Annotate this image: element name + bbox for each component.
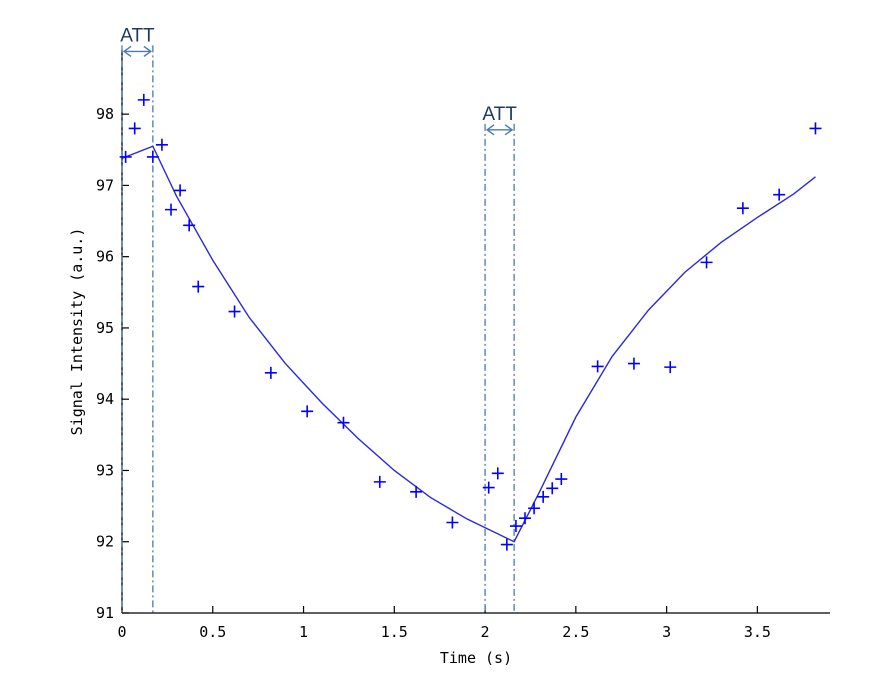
y-tick-label: 92 xyxy=(96,533,114,551)
y-tick-label: 94 xyxy=(96,390,114,408)
data-point xyxy=(736,202,749,215)
ticks: 0 0.5 1 1.5 2 2.5 3 3.5 91 92 93 94 95 96 97 98 xyxy=(96,105,771,641)
data-point xyxy=(627,357,640,370)
x-tick-label: 3 xyxy=(662,623,671,641)
data-point xyxy=(146,150,159,163)
data-point xyxy=(155,138,168,151)
data-point xyxy=(537,490,550,503)
x-tick-label: 2 xyxy=(481,623,490,641)
data-point xyxy=(165,203,178,216)
data-point xyxy=(337,416,350,429)
data-point xyxy=(491,467,504,480)
y-tick-label: 93 xyxy=(96,461,114,479)
x-tick-label: 0.5 xyxy=(199,623,226,641)
data-point xyxy=(773,188,786,201)
x-tick-label: 3.5 xyxy=(744,623,771,641)
data-point xyxy=(482,481,495,494)
x-tick-label: 2.5 xyxy=(562,623,589,641)
att-label: ATT xyxy=(120,25,155,46)
data-point xyxy=(519,512,532,525)
data-point xyxy=(500,538,513,551)
att-arrow-head-right xyxy=(143,45,153,57)
y-tick-label: 97 xyxy=(96,176,114,194)
data-point xyxy=(555,473,568,486)
data-point xyxy=(137,93,150,106)
data-point xyxy=(446,516,459,529)
data-point xyxy=(546,482,559,495)
data-point xyxy=(591,360,604,373)
data-point xyxy=(264,366,277,379)
axes xyxy=(121,50,830,614)
data-point xyxy=(509,520,522,533)
x-tick-label: 0 xyxy=(117,623,126,641)
data-point xyxy=(809,122,822,135)
data-point xyxy=(183,219,196,232)
data-point xyxy=(228,305,241,318)
data-point xyxy=(700,256,713,269)
att-label: ATT xyxy=(482,104,517,125)
y-tick-label: 95 xyxy=(96,319,114,337)
att-arrow-head-right xyxy=(504,124,514,136)
y-tick-label: 96 xyxy=(96,248,114,266)
y-tick-label: 98 xyxy=(96,105,114,123)
data-point xyxy=(301,405,314,418)
annotations: ATT ATT xyxy=(120,25,517,613)
fit-line-layer xyxy=(121,145,816,543)
y-tick-label: 91 xyxy=(96,604,114,622)
x-tick-label: 1 xyxy=(299,623,308,641)
data-point xyxy=(664,361,677,374)
fit-curve xyxy=(121,145,816,543)
data-point xyxy=(119,150,132,163)
data-point xyxy=(128,122,141,135)
x-tick-label: 1.5 xyxy=(381,623,408,641)
y-axis-label: Signal Intensity (a.u.) xyxy=(68,228,86,436)
data-point xyxy=(410,485,423,498)
att-arrow-head-left xyxy=(485,124,495,136)
data-point xyxy=(373,475,386,488)
data-point xyxy=(528,502,541,515)
att-arrow-head-left xyxy=(122,45,132,57)
data-point xyxy=(192,280,205,293)
data-points-layer xyxy=(119,93,822,551)
x-axis-label: Time (s) xyxy=(440,649,512,667)
data-point xyxy=(174,184,187,197)
